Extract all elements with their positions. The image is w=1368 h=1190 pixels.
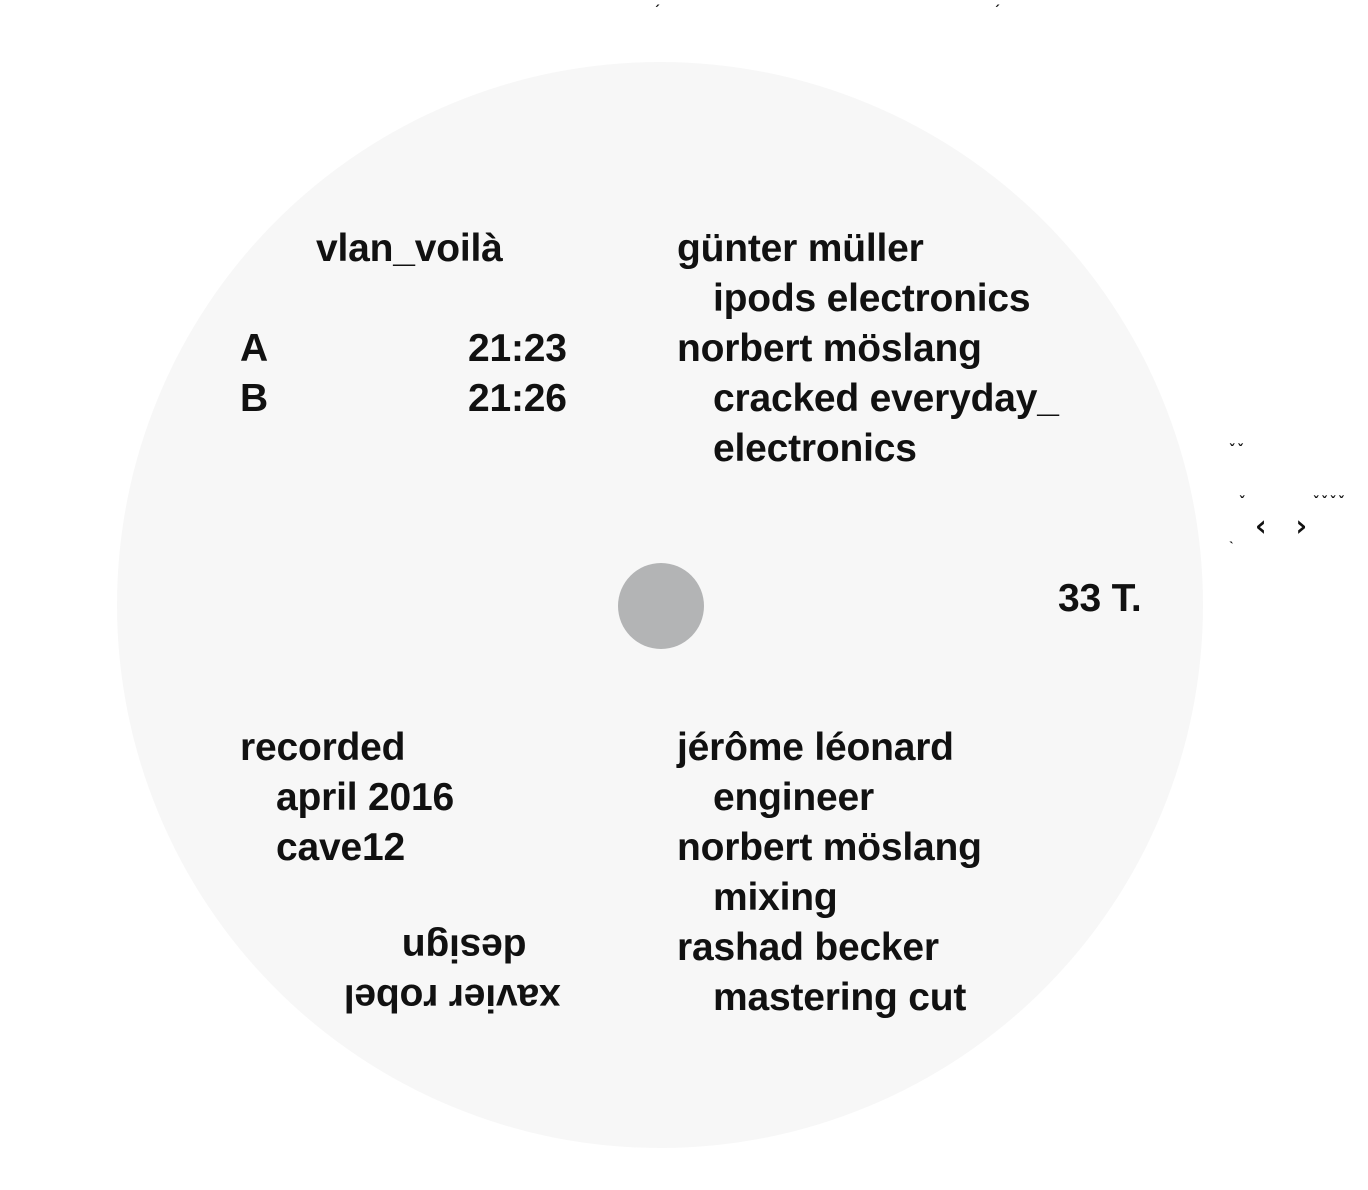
decorative-glyph-mark: ˋ [1229,539,1234,555]
performer-2-role-line2: electronics [713,427,917,470]
side-b-label: B [240,377,268,420]
recorded-venue: cave12 [276,826,405,869]
credit-2-name: norbert möslang [677,826,982,869]
spindle-hole [618,563,704,649]
credit-3-role: mastering cut [713,976,967,1019]
recorded-date: april 2016 [276,776,454,819]
performer-1-name: günter müller [677,227,924,270]
performer-2-role-line1: cracked everyday_ [713,377,1059,420]
side-a-label: A [240,327,268,370]
decorative-glyph-cluster-top: ˋ ˏ [640,0,662,6]
side-b-duration: 21:26 [468,377,567,420]
side-a-duration: 21:23 [468,327,567,370]
speed-label: 33 T. [1058,577,1142,620]
decorative-glyph-mark: ˇˇˇˇ [1312,495,1346,511]
decorative-angle-right-icon: › [1292,509,1311,544]
credit-1-name: jérôme léonard [677,726,954,769]
album-title: vlan_voilà [316,227,503,270]
credit-3-name: rashad becker [677,926,939,969]
designer-name: xavier robel [344,976,561,1019]
recorded-label: recorded [240,726,406,769]
design-label: design [402,926,527,969]
decorative-glyph-mark: ˇ [1238,495,1247,511]
credit-1-role: engineer [713,776,874,819]
performer-1-role: ipods electronics [713,277,1031,320]
decorative-angle-left-icon: ‹ [1252,509,1271,544]
performer-2-name: norbert möslang [677,327,982,370]
credit-2-role: mixing [713,876,838,919]
decorative-glyph-cluster-right: ˇˇ [1228,443,1245,459]
decorative-glyph-cluster-top: ˋ ˏ [980,0,1002,6]
